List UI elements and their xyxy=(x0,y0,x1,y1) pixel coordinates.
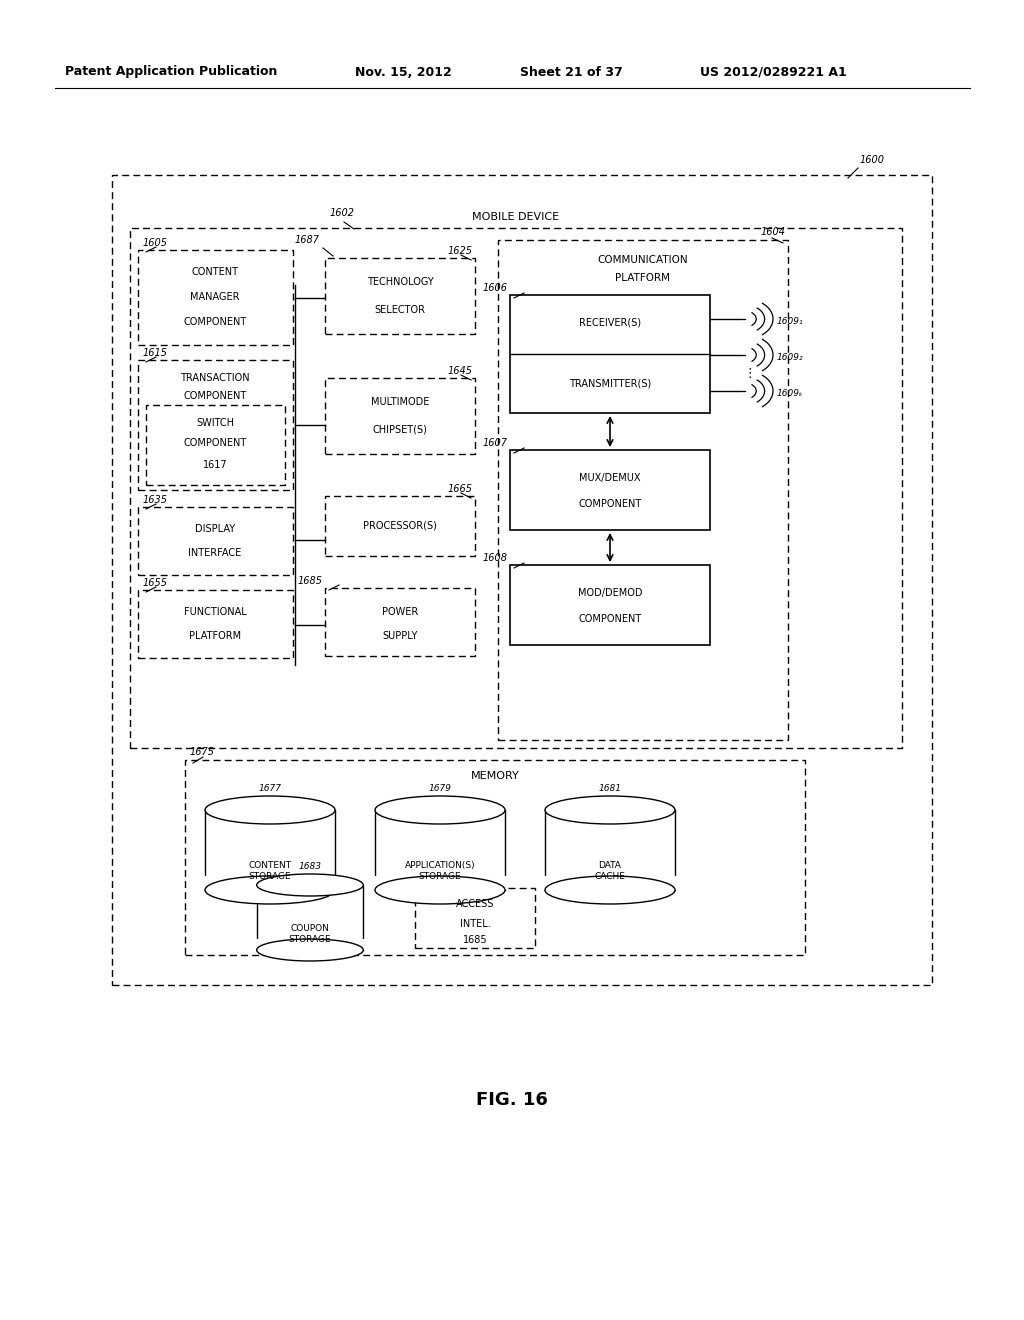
Text: 1608: 1608 xyxy=(483,553,508,564)
Bar xyxy=(510,450,710,531)
Text: MANAGER: MANAGER xyxy=(190,292,240,302)
Bar xyxy=(130,228,902,748)
Text: 1609ₖ: 1609ₖ xyxy=(777,388,804,397)
Text: TRANSMITTER(S): TRANSMITTER(S) xyxy=(569,378,651,388)
Text: 1625: 1625 xyxy=(449,246,473,256)
Text: COMPONENT: COMPONENT xyxy=(183,317,247,327)
Text: 1677: 1677 xyxy=(258,784,282,793)
Ellipse shape xyxy=(545,876,675,904)
Bar xyxy=(415,888,535,948)
Text: COMMUNICATION: COMMUNICATION xyxy=(598,255,688,265)
Bar xyxy=(203,876,337,890)
Text: PROCESSOR(S): PROCESSOR(S) xyxy=(364,521,437,531)
Bar xyxy=(146,405,285,484)
Text: 1665: 1665 xyxy=(449,484,473,494)
Bar xyxy=(138,360,293,490)
Text: 1615: 1615 xyxy=(143,348,168,358)
Text: INTEL.: INTEL. xyxy=(460,919,490,929)
Bar xyxy=(325,257,475,334)
Text: SELECTOR: SELECTOR xyxy=(375,305,426,315)
Text: 1683: 1683 xyxy=(299,862,322,871)
Text: 1687: 1687 xyxy=(295,235,319,246)
Text: 1655: 1655 xyxy=(143,578,168,587)
Bar xyxy=(543,876,677,890)
Text: 1679: 1679 xyxy=(428,784,452,793)
Text: MOBILE DEVICE: MOBILE DEVICE xyxy=(472,213,559,222)
Text: 1645: 1645 xyxy=(449,366,473,376)
Bar xyxy=(255,939,366,950)
Text: 1605: 1605 xyxy=(143,238,168,248)
Bar xyxy=(373,876,507,890)
Text: RECEIVER(S): RECEIVER(S) xyxy=(579,318,641,327)
Text: 1602: 1602 xyxy=(330,209,355,218)
Text: 1609₂: 1609₂ xyxy=(777,352,804,362)
Bar xyxy=(325,496,475,556)
Text: Patent Application Publication: Patent Application Publication xyxy=(65,66,278,78)
Text: 1635: 1635 xyxy=(143,495,168,506)
Text: POWER: POWER xyxy=(382,607,418,616)
Text: MEMORY: MEMORY xyxy=(471,771,519,781)
Bar xyxy=(510,294,710,413)
Text: FUNCTIONAL: FUNCTIONAL xyxy=(183,607,247,616)
Bar xyxy=(138,507,293,576)
Text: 1607: 1607 xyxy=(483,438,508,447)
Text: Sheet 21 of 37: Sheet 21 of 37 xyxy=(520,66,623,78)
Text: US 2012/0289221 A1: US 2012/0289221 A1 xyxy=(700,66,847,78)
Text: 1609₁: 1609₁ xyxy=(777,317,804,326)
Text: 1600: 1600 xyxy=(860,154,885,165)
Text: MUX/DEMUX: MUX/DEMUX xyxy=(580,473,641,483)
Ellipse shape xyxy=(545,796,675,824)
Text: PLATFORM: PLATFORM xyxy=(189,631,241,642)
Ellipse shape xyxy=(257,939,364,961)
Text: 1681: 1681 xyxy=(598,784,622,793)
Text: DISPLAY: DISPLAY xyxy=(195,524,236,535)
Text: CONTENT
STORAGE: CONTENT STORAGE xyxy=(249,861,292,880)
Text: COMPONENT: COMPONENT xyxy=(579,499,642,510)
Bar xyxy=(510,565,710,645)
Text: TECHNOLOGY: TECHNOLOGY xyxy=(367,277,433,286)
Text: COMPONENT: COMPONENT xyxy=(579,614,642,624)
Ellipse shape xyxy=(205,876,335,904)
Text: 1685: 1685 xyxy=(463,935,487,945)
Ellipse shape xyxy=(257,874,364,896)
Text: CHIPSET(S): CHIPSET(S) xyxy=(373,425,427,436)
Text: TRANSACTION: TRANSACTION xyxy=(180,374,250,383)
Text: CONTENT: CONTENT xyxy=(191,267,239,277)
Ellipse shape xyxy=(205,796,335,824)
Text: FIG. 16: FIG. 16 xyxy=(476,1092,548,1109)
Text: ⋮: ⋮ xyxy=(743,367,757,380)
Text: MOD/DEMOD: MOD/DEMOD xyxy=(578,587,642,598)
Text: 1606: 1606 xyxy=(483,282,508,293)
Text: SWITCH: SWITCH xyxy=(196,418,234,428)
Text: INTERFACE: INTERFACE xyxy=(188,548,242,558)
Ellipse shape xyxy=(375,876,505,904)
Text: PLATFORM: PLATFORM xyxy=(615,273,671,282)
Text: 1604: 1604 xyxy=(761,227,786,238)
Text: COUPON
STORAGE: COUPON STORAGE xyxy=(289,924,332,944)
Ellipse shape xyxy=(375,796,505,824)
Bar xyxy=(138,590,293,657)
Bar xyxy=(325,378,475,454)
Bar xyxy=(325,587,475,656)
Text: 1675: 1675 xyxy=(190,747,215,756)
Text: DATA
CACHE: DATA CACHE xyxy=(595,861,626,880)
Bar xyxy=(112,176,932,985)
Bar xyxy=(498,240,788,741)
Text: COMPONENT: COMPONENT xyxy=(183,391,247,401)
Text: COMPONENT: COMPONENT xyxy=(183,438,247,447)
Bar xyxy=(185,760,805,954)
Text: APPLICATION(S)
STORAGE: APPLICATION(S) STORAGE xyxy=(404,861,475,880)
Text: 1617: 1617 xyxy=(203,459,227,470)
Text: Nov. 15, 2012: Nov. 15, 2012 xyxy=(355,66,452,78)
Bar xyxy=(138,249,293,345)
Text: MULTIMODE: MULTIMODE xyxy=(371,397,429,407)
Text: SUPPLY: SUPPLY xyxy=(382,631,418,642)
Text: 1685: 1685 xyxy=(298,576,323,586)
Text: ACCESS: ACCESS xyxy=(456,899,495,909)
